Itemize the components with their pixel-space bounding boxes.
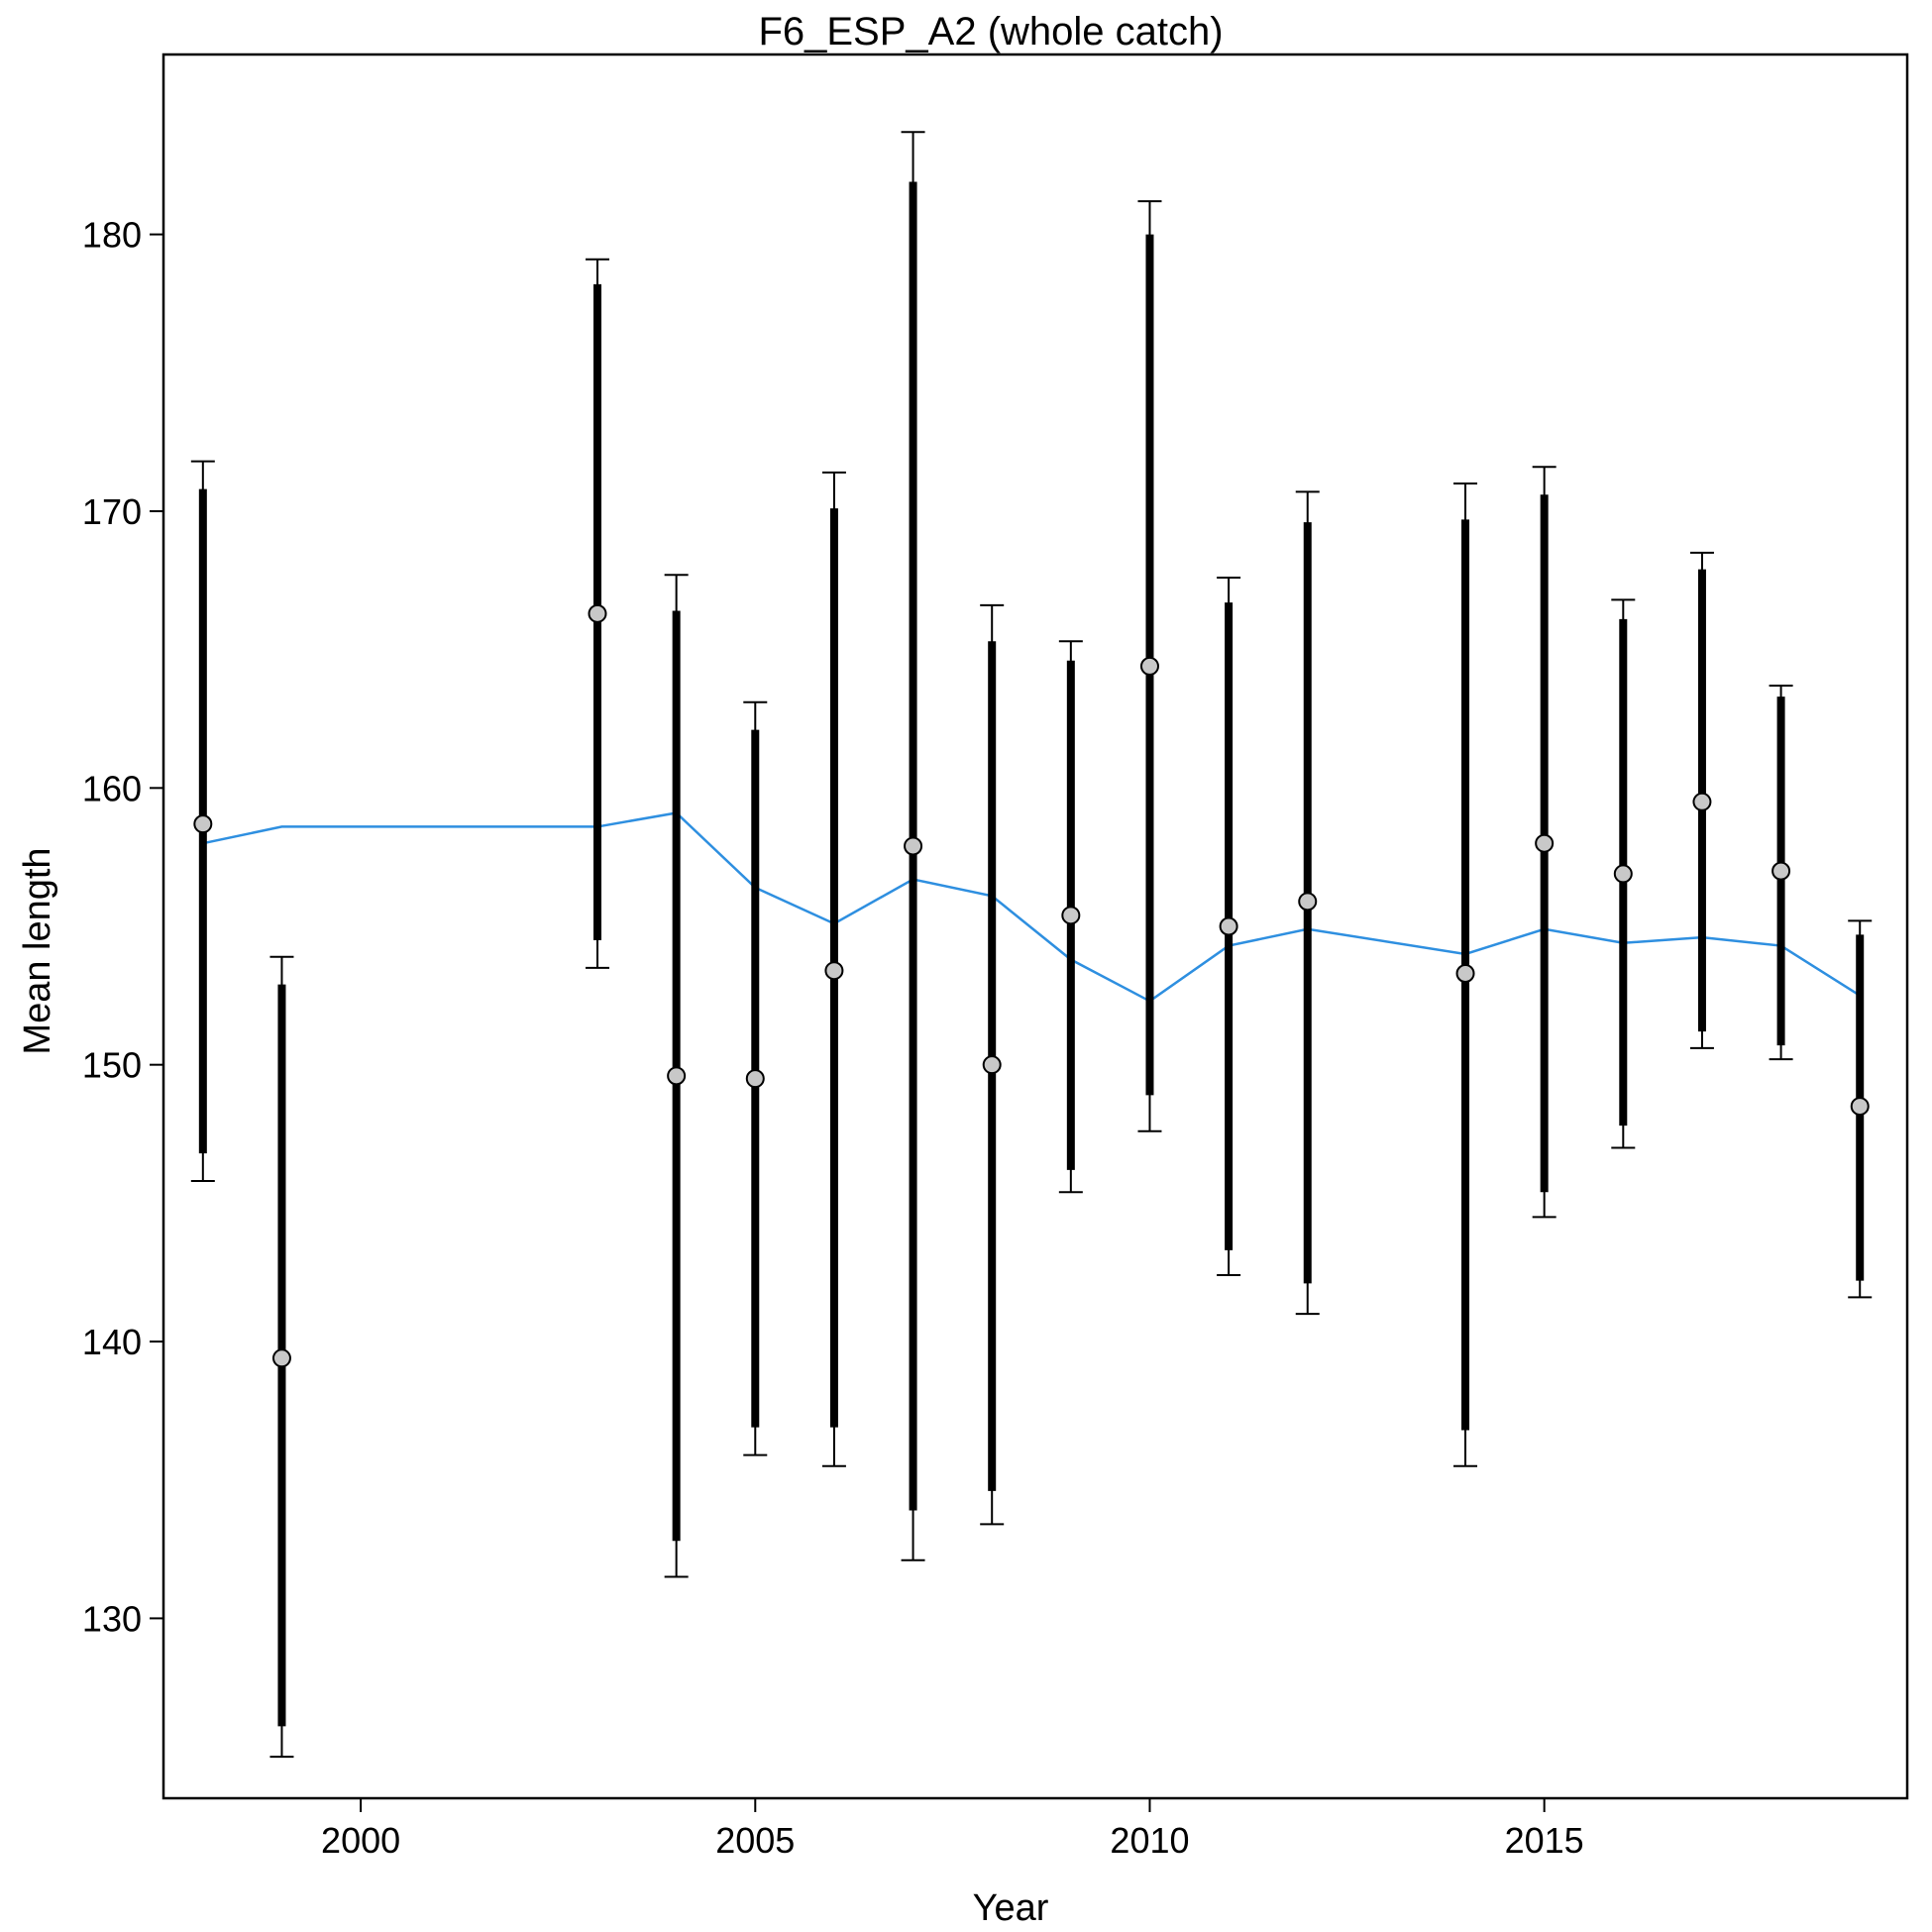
observed-point bbox=[824, 961, 844, 981]
observed-series bbox=[190, 131, 1873, 1759]
x-tick-label: 2010 bbox=[1110, 1820, 1189, 1861]
observed-point bbox=[1219, 916, 1238, 936]
observed-point bbox=[271, 1348, 291, 1368]
observed-point bbox=[1298, 892, 1318, 912]
observed-point bbox=[1850, 1097, 1870, 1117]
observed-point bbox=[1139, 656, 1159, 676]
y-tick-label: 150 bbox=[82, 1045, 142, 1086]
observed-point bbox=[745, 1069, 765, 1089]
x-tick-label: 2015 bbox=[1505, 1820, 1584, 1861]
plot-frame bbox=[161, 53, 1909, 1800]
expected-series-line bbox=[202, 811, 1861, 1003]
x-tick-label: 2005 bbox=[715, 1820, 795, 1861]
observed-point bbox=[1692, 792, 1712, 811]
y-tick-label: 140 bbox=[82, 1322, 142, 1362]
x-tick-label: 2000 bbox=[321, 1820, 400, 1861]
y-axis-label: Mean length bbox=[17, 847, 58, 1054]
observed-point bbox=[1613, 864, 1633, 884]
y-axis: 130 140 150 160 170 180 bbox=[82, 215, 163, 1639]
observed-point bbox=[1771, 861, 1791, 881]
y-tick-label: 130 bbox=[82, 1598, 142, 1639]
x-axis: 2000 2005 2010 2015 bbox=[321, 1798, 1584, 1861]
observed-point bbox=[588, 603, 607, 623]
y-tick-label: 180 bbox=[82, 215, 142, 256]
observed-point bbox=[904, 836, 923, 856]
observed-point bbox=[1455, 963, 1475, 983]
observed-point bbox=[193, 814, 213, 834]
x-axis-label: Year bbox=[973, 1887, 1049, 1929]
observed-point bbox=[667, 1066, 687, 1086]
y-tick-label: 170 bbox=[82, 491, 142, 532]
observed-point bbox=[1061, 906, 1081, 925]
observed-point bbox=[982, 1055, 1002, 1075]
chart-title: F6_ESP_A2 (whole catch) bbox=[758, 10, 1223, 54]
y-tick-label: 160 bbox=[82, 768, 142, 808]
observed-point bbox=[1535, 833, 1555, 853]
